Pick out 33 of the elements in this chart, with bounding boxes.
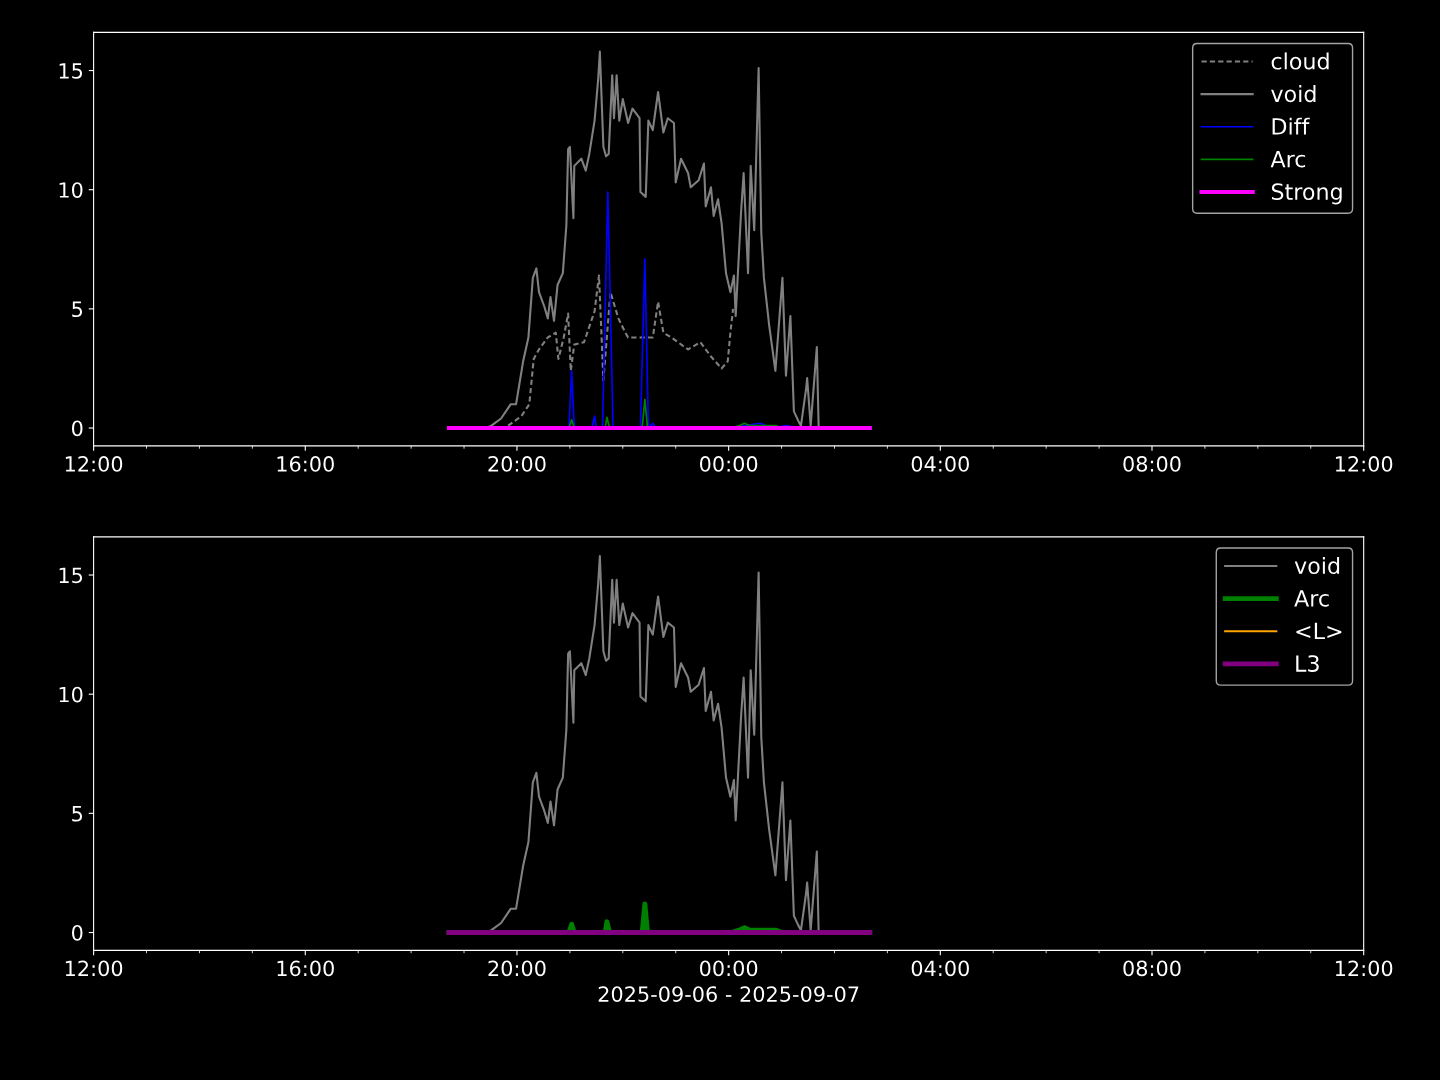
x-tick-label: 16:00 [277, 456, 334, 472]
legend-label: L3 [1296, 655, 1319, 672]
line-series [507, 274, 735, 427]
x-tick-label: 04:00 [911, 456, 969, 472]
legend-label: void [1294, 556, 1340, 575]
x-tick-label: 08:00 [1123, 456, 1181, 472]
y-tick-label: 0 [72, 420, 83, 437]
legend-label: void [1271, 85, 1316, 103]
x-tick-label: 12:00 [1335, 960, 1393, 977]
y-tick-label: 0 [72, 924, 83, 941]
legend-label: Diff [1272, 117, 1310, 135]
x-tick-label: 12:00 [1335, 456, 1393, 472]
x-tick-label: 08:00 [1123, 960, 1181, 977]
x-tick-label: 16:00 [277, 960, 334, 977]
y-tick-label: 15 [59, 63, 83, 79]
x-tick-label: 12:00 [65, 960, 123, 977]
legend-label: <L> [1296, 622, 1342, 640]
y-tick-label: 5 [72, 806, 83, 822]
y-tick-label: 15 [59, 567, 83, 584]
x-axis-title: 2025-09-06 - 2025-09-07 [598, 986, 859, 1002]
x-tick-label: 12:00 [65, 456, 123, 472]
x-tick-label: 04:00 [911, 960, 969, 977]
legend-label: cloud [1271, 52, 1329, 70]
legend-label: Arc [1294, 590, 1329, 607]
y-tick-label: 5 [72, 301, 83, 318]
legend-label: Arc [1270, 150, 1306, 168]
x-tick-label: 20:00 [488, 960, 546, 977]
y-tick-label: 10 [59, 686, 83, 703]
x-tick-label: 00:00 [699, 960, 758, 977]
legend-label: Strong [1271, 183, 1342, 205]
y-tick-label: 10 [59, 182, 83, 198]
x-tick-label: 00:00 [699, 456, 758, 472]
x-tick-label: 20:00 [488, 456, 546, 472]
